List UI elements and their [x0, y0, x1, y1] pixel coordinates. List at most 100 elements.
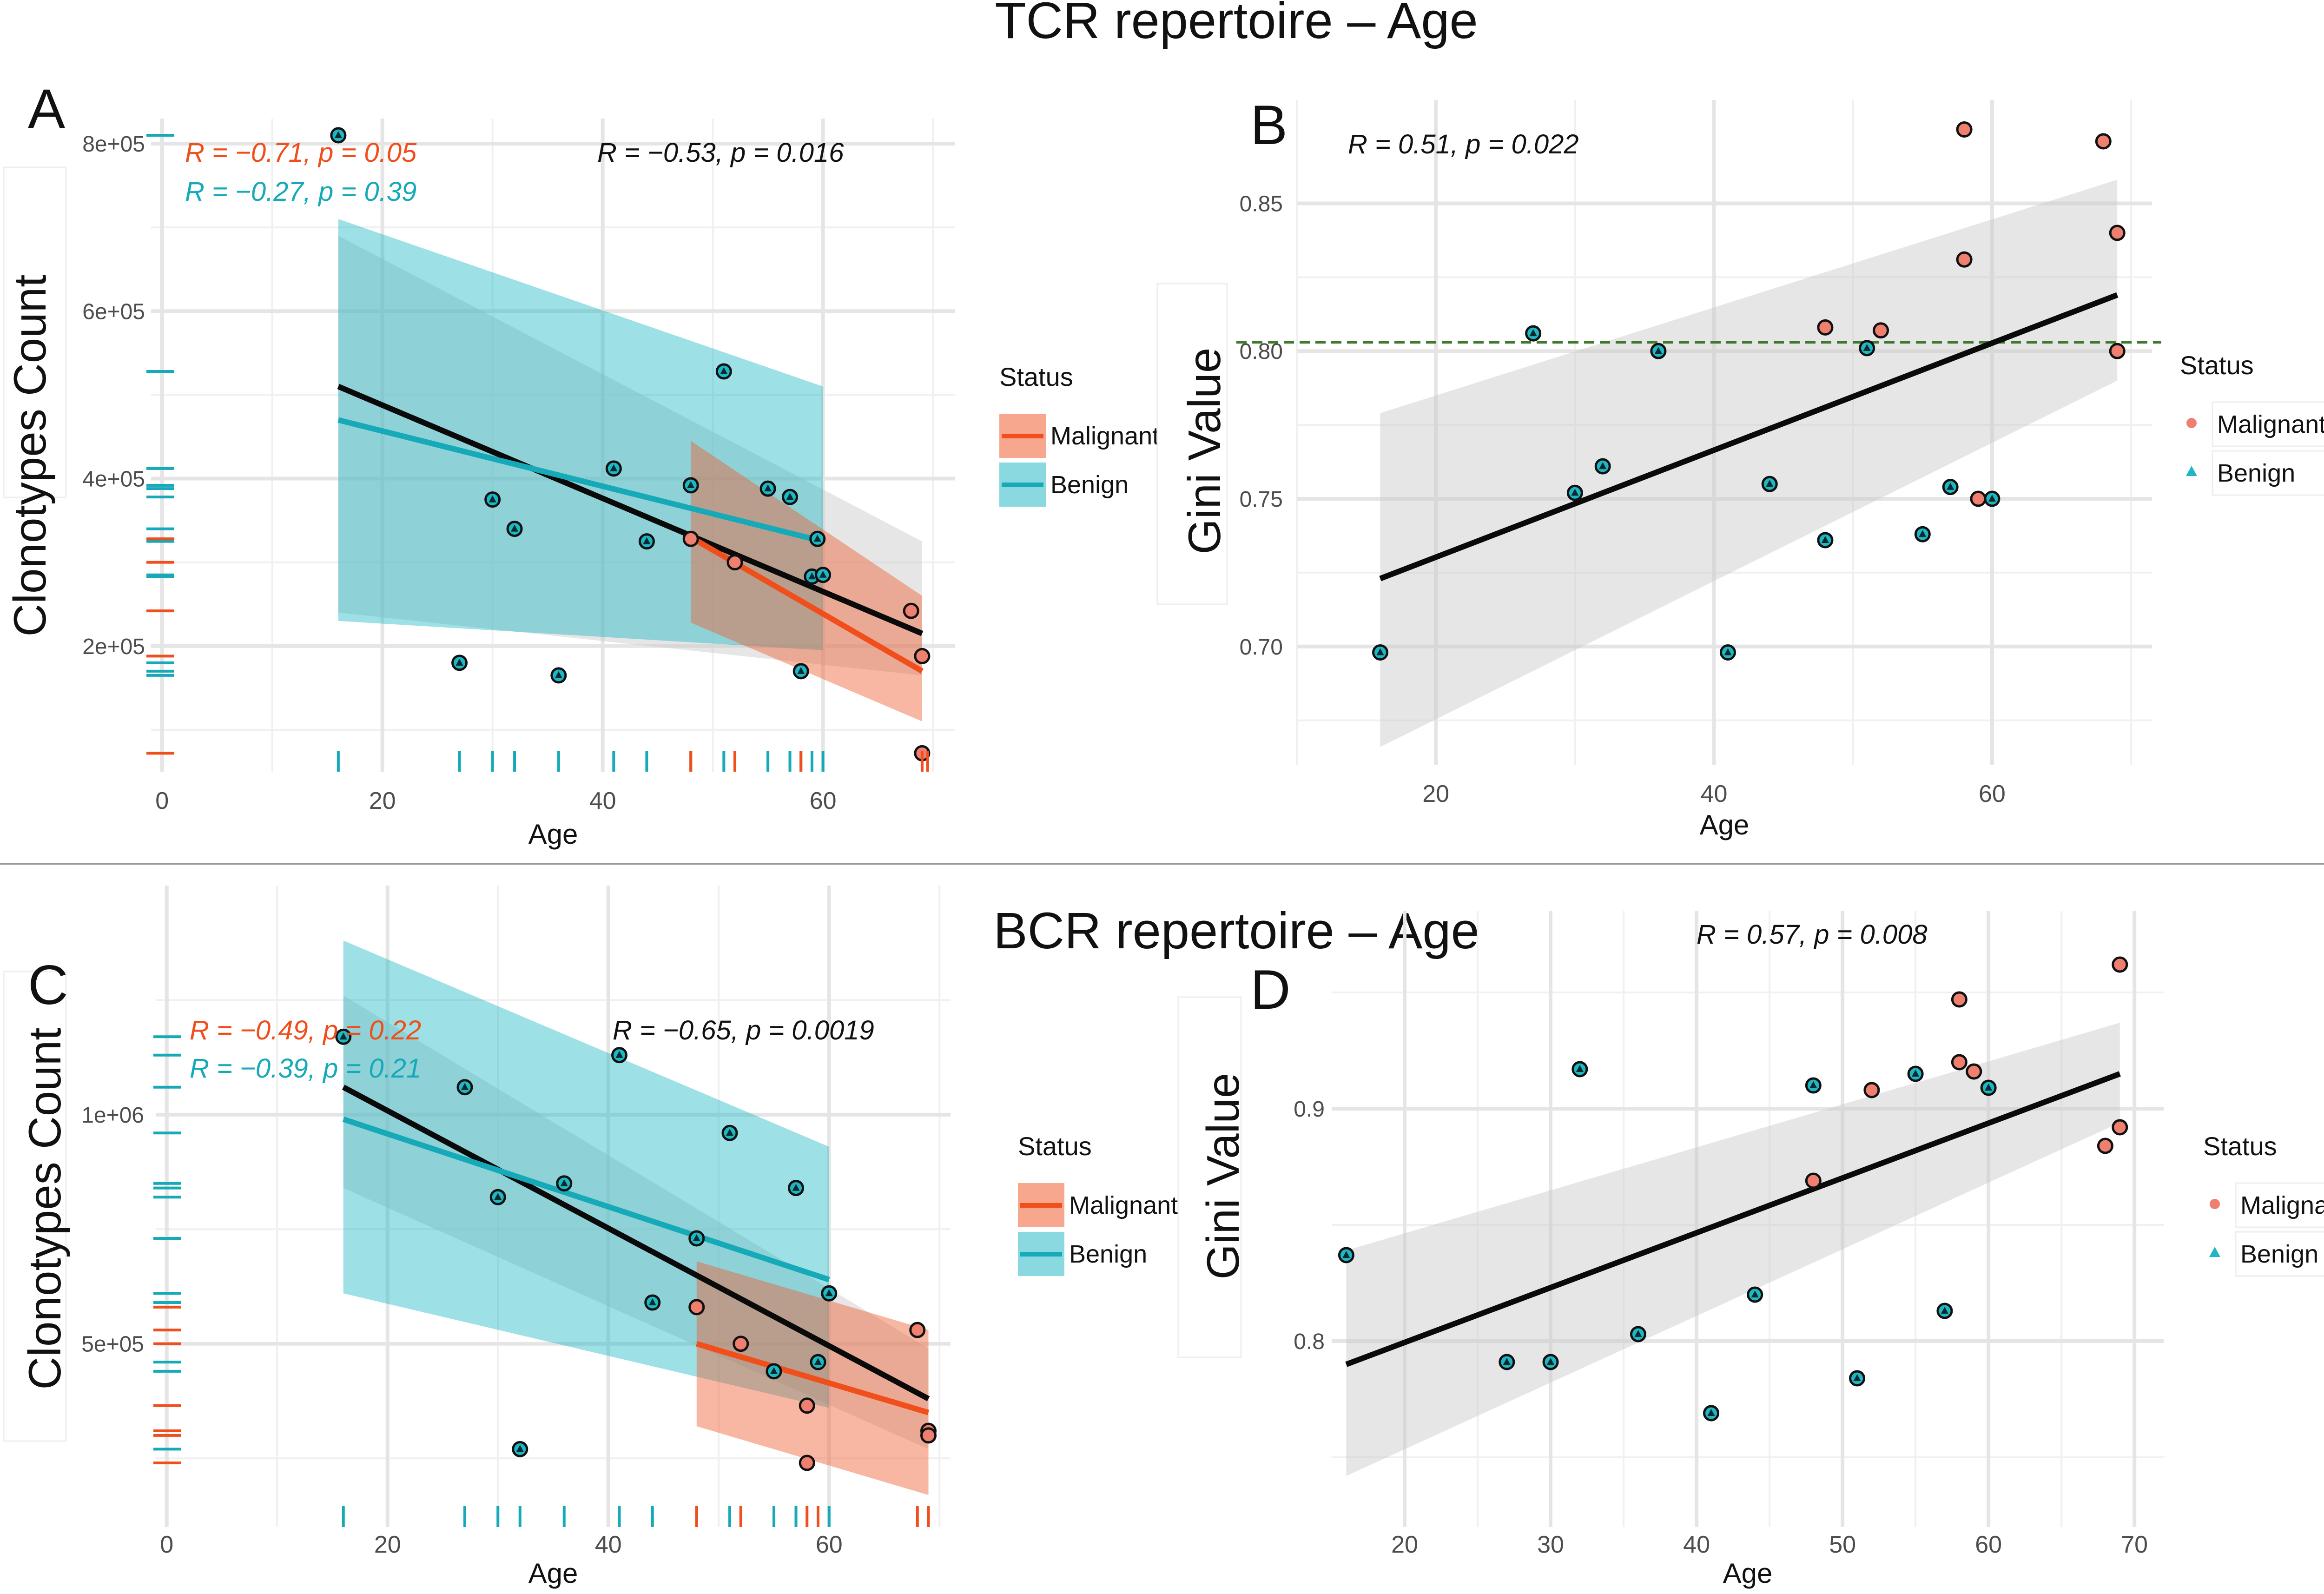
point-benign-triangle — [693, 1234, 700, 1241]
point-malignant — [1966, 1063, 1982, 1080]
point-malignant — [1970, 490, 1987, 507]
point-benign-triangle — [1912, 1070, 1920, 1077]
point-malignant — [682, 530, 699, 547]
point-benign-triangle — [1941, 1307, 1948, 1314]
point-benign-triangle — [1766, 480, 1774, 487]
legend-box-benign — [2212, 450, 2324, 496]
y-axis-label-box — [3, 166, 67, 498]
point-malignant — [909, 1322, 926, 1338]
point-malignant — [1951, 991, 1967, 1008]
point-benign-triangle — [1376, 648, 1384, 655]
point-benign-triangle — [797, 667, 805, 674]
point-malignant — [2109, 225, 2126, 241]
y-tick-label: 6e+05 — [82, 299, 145, 324]
legend-key-benign — [2209, 1247, 2220, 1257]
stat-malignant: R = −0.71, p = 0.05 — [185, 138, 417, 168]
point-malignant — [903, 602, 919, 619]
y-axis-label: Gini Value — [1197, 1073, 1248, 1280]
point-benign-triangle — [615, 1051, 623, 1058]
point-malignant — [726, 554, 743, 571]
point-malignant — [2095, 133, 2112, 150]
legend-label-benign: Benign — [1069, 1240, 1147, 1268]
x-axis-label: Age — [528, 819, 578, 850]
x-tick-label: 20 — [1422, 780, 1449, 807]
point-benign-triangle — [1571, 489, 1579, 496]
point-benign-triangle — [1707, 1409, 1715, 1416]
y-tick-label: 0.9 — [1294, 1097, 1325, 1122]
legend-title: Status — [999, 362, 1073, 391]
y-axis-label: Clonotypes Count — [4, 274, 55, 636]
y-axis-label-box — [1177, 996, 1242, 1358]
y-tick-label: 0.75 — [1240, 487, 1283, 512]
point-benign-triangle — [687, 481, 695, 488]
point-benign-triangle — [334, 131, 342, 139]
point-benign-triangle — [1821, 536, 1829, 543]
fit-line-overall — [337, 384, 924, 636]
x-tick-label: 0 — [155, 787, 169, 814]
point-benign-triangle — [1634, 1330, 1642, 1337]
stat-overall: R = 0.57, p = 0.008 — [1697, 919, 1928, 950]
point-benign-triangle — [1576, 1065, 1584, 1072]
confidence-band-overall — [1346, 1023, 2120, 1476]
point-malignant — [1873, 322, 1889, 339]
point-benign-triangle — [489, 495, 496, 503]
point-malignant — [733, 1336, 749, 1352]
legend-label-benign: Benign — [2217, 459, 2295, 487]
point-malignant — [2097, 1138, 2113, 1154]
legend-key-malignant — [2210, 1199, 2220, 1209]
legend-label-benign: Benign — [1050, 471, 1129, 499]
point-benign-triangle — [808, 572, 816, 580]
y-axis-label-box — [3, 971, 67, 1442]
x-tick-label: 30 — [1537, 1531, 1564, 1558]
point-benign-triangle — [1947, 483, 1954, 490]
point-malignant — [1956, 121, 1973, 138]
point-benign-triangle — [339, 1032, 347, 1040]
x-axis-label: Age — [1723, 1558, 1773, 1589]
stat-overall: R = −0.65, p = 0.0019 — [613, 1015, 874, 1045]
x-axis-label: Age — [528, 1558, 578, 1589]
fit-line-malignant — [696, 1341, 930, 1415]
point-benign-triangle — [461, 1083, 469, 1090]
point-benign-triangle — [1985, 1084, 1993, 1091]
y-tick-label: 0.85 — [1240, 192, 1283, 216]
legend-label-malignant: Malignant — [1050, 422, 1159, 450]
x-tick-label: 60 — [1979, 780, 2006, 807]
panel-c: 0 20 40 60 5e+05 1e+06 Age Clonotypes Count R = … — [3, 886, 1178, 1589]
legend-title: Status — [2180, 351, 2254, 380]
legend-title: Status — [2203, 1131, 2277, 1161]
confidence-band-overall — [343, 995, 929, 1449]
point-benign-triangle — [825, 1289, 833, 1296]
panel-letter-a: A — [28, 78, 65, 140]
x-tick-label: 20 — [374, 1531, 401, 1558]
fit-line-overall — [1379, 292, 2119, 582]
point-benign-triangle — [456, 658, 463, 666]
point-benign-triangle — [770, 1367, 778, 1374]
point-benign-triangle — [643, 537, 651, 544]
y-axis-label: Clonotypes Count — [19, 1027, 70, 1389]
point-benign-triangle — [610, 464, 618, 471]
y-tick-label: 2e+05 — [82, 635, 145, 659]
point-benign-triangle — [720, 367, 728, 374]
point-benign-triangle — [819, 570, 827, 578]
stat-malignant: R = −0.49, p = 0.22 — [190, 1015, 421, 1045]
point-malignant — [920, 1427, 937, 1444]
panel-a: 0 20 40 60 2e+05 4e+05 6e+05 8e+05 Age Clonotypes… — [3, 119, 1159, 850]
point-benign-triangle — [1751, 1290, 1759, 1297]
point-benign-triangle — [1342, 1251, 1350, 1258]
confidence-band-overall — [1380, 179, 2118, 747]
y-tick-label: 0.8 — [1294, 1329, 1325, 1354]
x-tick-label: 40 — [1683, 1531, 1710, 1558]
point-benign-triangle — [511, 524, 519, 532]
y-tick-label: 4e+05 — [82, 467, 145, 492]
y-axis-label-box — [1156, 283, 1228, 605]
point-benign-triangle — [1919, 530, 1927, 537]
legend-box-benign — [2235, 1231, 2324, 1277]
point-malignant — [2109, 343, 2126, 359]
x-tick-label: 60 — [816, 1531, 843, 1558]
stat-overall: R = −0.53, p = 0.016 — [597, 138, 844, 168]
y-tick-label: 5e+05 — [81, 1332, 144, 1357]
point-benign-triangle — [648, 1298, 656, 1305]
point-malignant — [799, 1397, 815, 1414]
point-benign-triangle — [764, 484, 772, 492]
point-benign-triangle — [786, 493, 794, 500]
